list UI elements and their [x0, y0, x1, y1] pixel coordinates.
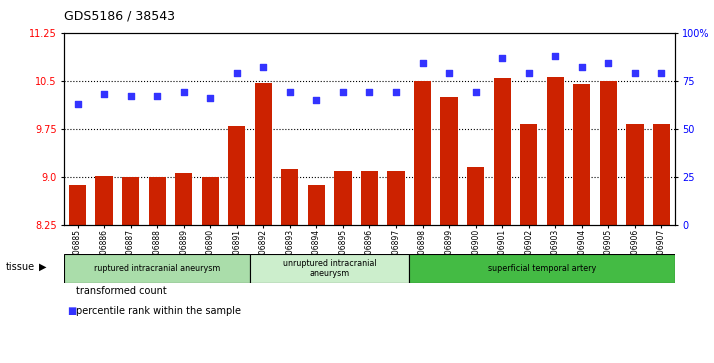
Bar [414, 81, 431, 225]
Bar [573, 84, 590, 225]
Point [99, 91, 110, 97]
Bar [547, 77, 564, 225]
Point [629, 70, 640, 76]
Point [204, 95, 216, 101]
Point [311, 97, 322, 103]
Text: percentile rank within the sample: percentile rank within the sample [76, 306, 241, 317]
Point [603, 61, 614, 66]
Text: unruptured intracranial
aneurysm: unruptured intracranial aneurysm [283, 259, 376, 278]
Bar [308, 185, 325, 225]
Bar [149, 177, 166, 225]
Point [151, 93, 163, 99]
Text: transformed count: transformed count [76, 286, 167, 297]
Point [417, 61, 428, 66]
Point [72, 101, 84, 107]
Bar [467, 167, 484, 225]
Bar [441, 97, 458, 225]
Point [337, 89, 348, 95]
Bar [600, 81, 617, 225]
Bar [250, 254, 409, 283]
Point [443, 70, 455, 76]
Point [231, 70, 243, 76]
Bar [201, 177, 219, 225]
Bar [175, 173, 192, 225]
Point [470, 89, 481, 95]
Text: tissue: tissue [6, 262, 35, 272]
Text: ▶: ▶ [39, 262, 47, 272]
Bar [69, 185, 86, 225]
Point [178, 89, 189, 95]
Text: superficial temporal artery: superficial temporal artery [488, 264, 596, 273]
Point [258, 64, 269, 70]
Point [550, 53, 561, 59]
Bar [281, 169, 298, 225]
Bar [64, 254, 250, 283]
Text: ■: ■ [67, 306, 76, 317]
Point [125, 93, 136, 99]
Bar [122, 177, 139, 225]
Bar [334, 171, 351, 225]
Bar [361, 171, 378, 225]
Point [363, 89, 376, 95]
Point [496, 55, 508, 61]
Text: ruptured intracranial aneurysm: ruptured intracranial aneurysm [94, 264, 221, 273]
Point [655, 70, 667, 76]
Bar [255, 83, 272, 225]
Bar [409, 254, 675, 283]
Point [576, 64, 588, 70]
Bar [653, 124, 670, 225]
Bar [520, 124, 538, 225]
Bar [626, 124, 643, 225]
Bar [493, 78, 511, 225]
Text: GDS5186 / 38543: GDS5186 / 38543 [64, 9, 175, 22]
Point [391, 89, 402, 95]
Point [523, 70, 535, 76]
Point [284, 89, 296, 95]
Bar [388, 171, 405, 225]
Bar [96, 176, 113, 225]
Bar [228, 126, 246, 225]
